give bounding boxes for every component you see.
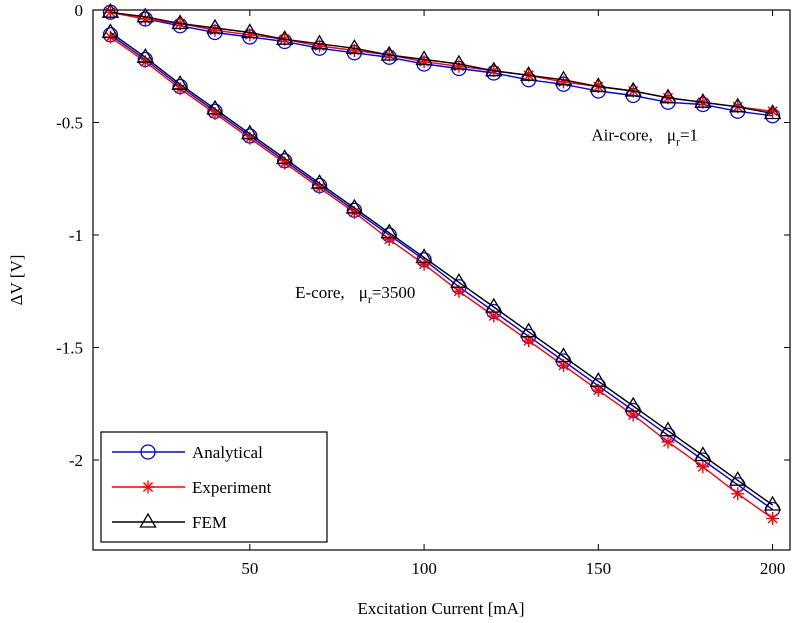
air-core-fem-point bbox=[310, 34, 329, 50]
legend-label: FEM bbox=[192, 513, 227, 532]
air-core-experiment-point bbox=[417, 55, 431, 69]
x-tick-label: 150 bbox=[586, 559, 612, 578]
e-core-fem-point bbox=[554, 347, 573, 363]
e-core-fem-point bbox=[171, 75, 189, 90]
air-core-fem-point bbox=[101, 3, 120, 18]
e-core-fem-point bbox=[101, 23, 120, 39]
air-core-fem-point bbox=[345, 39, 364, 54]
e-core-experiment-point bbox=[522, 334, 536, 348]
e-core-fem-point bbox=[241, 124, 259, 140]
e-core-fem-point bbox=[345, 198, 364, 214]
air-core-experiment-point bbox=[452, 59, 466, 73]
air-core-fem-series bbox=[101, 3, 782, 120]
air-core-fem-point bbox=[728, 97, 747, 113]
e-core-experiment-point bbox=[626, 408, 640, 422]
air-core-fem-point bbox=[519, 66, 538, 81]
e-core-fem-point bbox=[136, 48, 155, 63]
y-tick-label: -2 bbox=[69, 451, 83, 470]
e-core-experiment-point bbox=[766, 512, 780, 525]
legend-entry-experiment: Experiment bbox=[112, 478, 272, 497]
e-core-fem-point bbox=[485, 297, 503, 313]
y-tick-label: -1 bbox=[69, 226, 83, 245]
e-core-experiment-point bbox=[731, 487, 745, 501]
legend-entries: Analytical Experiment FEM bbox=[112, 443, 272, 532]
x-tick-label: 100 bbox=[411, 559, 437, 578]
e-core-fem-point bbox=[206, 99, 224, 115]
annotations: Air-core, μr=1 E-core, μr=3500 bbox=[295, 126, 698, 307]
e-core-fem-point bbox=[275, 149, 294, 165]
e-core-fem-point bbox=[763, 495, 782, 511]
air-core-fem-point bbox=[136, 7, 155, 23]
legend-label: Analytical bbox=[192, 443, 263, 462]
e-core-experiment-point bbox=[696, 460, 710, 474]
y-tick-label: 0 bbox=[75, 1, 84, 20]
air-core-fem-point bbox=[275, 30, 294, 45]
air-core-experiment-point bbox=[556, 75, 570, 89]
axes-box bbox=[92, 9, 791, 551]
e-core-experiment-point bbox=[382, 233, 396, 246]
air-core-fem-point bbox=[380, 45, 398, 61]
air-core-fem-point bbox=[763, 104, 782, 120]
e-core-fem-line bbox=[109, 31, 774, 506]
air-core-fem-point bbox=[171, 14, 189, 30]
legend-label: Experiment bbox=[192, 478, 272, 497]
x-tick-label: 200 bbox=[760, 559, 786, 578]
e-core-fem-point bbox=[589, 372, 608, 387]
y-axis-label: ΔV [V] bbox=[7, 255, 26, 306]
air-core-analytical-point bbox=[137, 11, 153, 27]
legend-entry-fem: FEM bbox=[112, 512, 227, 532]
e-core-experiment-line bbox=[109, 36, 774, 520]
legend-marker bbox=[141, 480, 155, 494]
air-core-fem-point bbox=[554, 70, 573, 86]
e-core-experiment-point bbox=[661, 435, 675, 449]
air-core-fem-point bbox=[659, 88, 677, 104]
air-core-fem-point bbox=[241, 23, 259, 39]
e-core-experiment-point bbox=[417, 257, 431, 271]
legend: Analytical Experiment FEM bbox=[100, 431, 328, 543]
e-core-fem-point bbox=[450, 273, 468, 288]
x-axis-label: Excitation Current [mA] bbox=[357, 599, 524, 618]
legend-entry-analytical: Analytical bbox=[112, 443, 263, 462]
e-core-fem-point bbox=[728, 471, 747, 486]
e-core-fem-point bbox=[624, 396, 642, 412]
legend-marker bbox=[140, 444, 156, 460]
e-core-fem-point bbox=[415, 248, 433, 264]
y-tick-label: -0.5 bbox=[56, 114, 83, 133]
legend-marker bbox=[139, 512, 157, 528]
e-core-fem-point bbox=[519, 322, 538, 338]
ticks-layer: 50 100 150 200 0 -0.5 -1 -1.5 -2 bbox=[56, 1, 790, 578]
x-tick-label: 50 bbox=[241, 559, 258, 578]
air-core-label: Air-core, μr=1 bbox=[591, 126, 698, 149]
e-core-label: E-core, μr=3500 bbox=[295, 283, 415, 306]
air-core-fem-point bbox=[485, 61, 503, 77]
air-core-fem-point bbox=[415, 50, 433, 66]
e-core-fem-series bbox=[101, 23, 782, 511]
air-core-experiment-point bbox=[766, 104, 780, 118]
y-tick-label: -1.5 bbox=[56, 339, 83, 358]
e-core-fem-point bbox=[380, 223, 398, 239]
e-core-fem-point bbox=[694, 446, 712, 462]
air-core-experiment-point bbox=[313, 39, 327, 53]
air-core-fem-point bbox=[694, 93, 712, 108]
air-core-fem-point bbox=[450, 54, 468, 70]
air-core-fem-point bbox=[624, 81, 642, 97]
e-core-fem-point bbox=[310, 174, 329, 189]
air-core-fem-point bbox=[589, 77, 608, 93]
air-core-fem-point bbox=[206, 18, 224, 34]
air-core-experiment-point bbox=[347, 44, 361, 57]
e-core-fem-point bbox=[659, 421, 677, 437]
series-layer bbox=[101, 3, 782, 525]
